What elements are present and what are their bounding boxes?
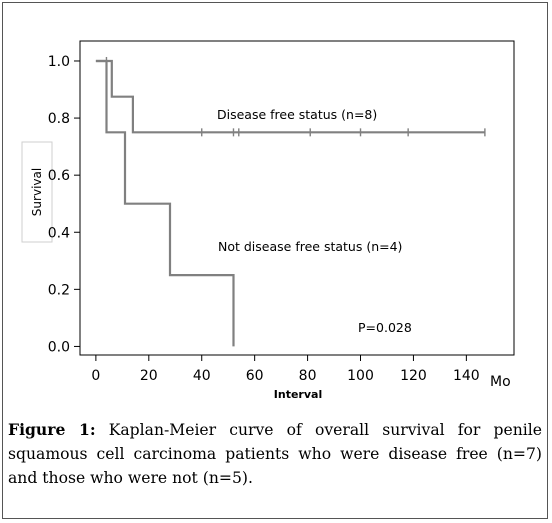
y-tick-label: 0.2: [48, 282, 70, 298]
x-tick-label: 120: [400, 368, 427, 384]
y-axis-title: Survival: [30, 168, 44, 216]
x-tick-label: 140: [453, 368, 480, 384]
x-tick-label: 100: [347, 368, 374, 384]
km-curve-series-1: [95, 59, 485, 134]
x-tick-label: 60: [246, 368, 264, 384]
plot-area: [79, 40, 515, 356]
x-axis: 0 20 40 60 80 100 120 140: [91, 355, 480, 384]
x-axis-unit: Mo: [490, 374, 511, 390]
y-axis: 0.0 0.2 0.4 0.6 0.8 1.0: [48, 54, 80, 355]
y-tick-label: 0.4: [48, 225, 70, 241]
annotation-not-disease-free: Not disease free status (n=4): [218, 239, 402, 254]
annotation-disease-free: Disease free status (n=8): [217, 107, 377, 122]
figure-caption: Figure 1: Kaplan-Meier curve of overall …: [8, 418, 542, 490]
x-tick-label: 40: [193, 368, 211, 384]
km-curve-series-2: [95, 59, 235, 347]
series-layer: [95, 56, 486, 347]
y-tick-label: 0.0: [48, 339, 70, 355]
x-tick-label: 80: [299, 368, 317, 384]
y-tick-label: 0.8: [48, 111, 70, 127]
ylabel-box: [21, 141, 53, 243]
annotation-p-value: P=0.028: [358, 320, 412, 335]
caption-label: Figure 1:: [8, 420, 96, 439]
y-tick-label: 0.6: [48, 168, 70, 184]
x-axis-title: Interval: [274, 388, 322, 401]
y-tick-label: 1.0: [48, 54, 70, 70]
caption-text: Kaplan-Meier curve of overall survival f…: [8, 421, 542, 487]
x-tick-label: 20: [140, 368, 158, 384]
x-tick-label: 0: [91, 368, 100, 384]
